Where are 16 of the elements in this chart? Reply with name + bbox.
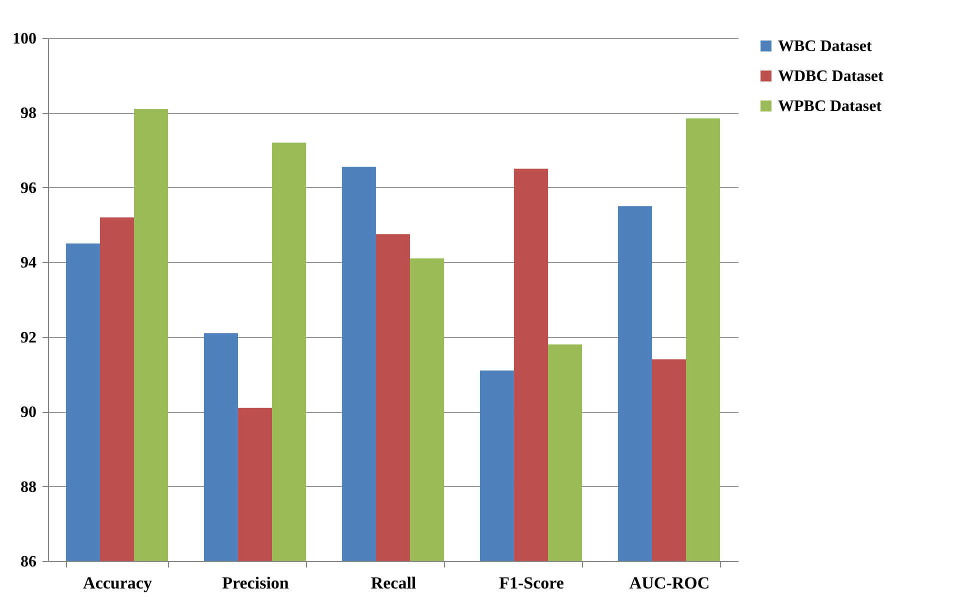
legend-label: WDBC Dataset: [778, 68, 884, 85]
x-tick-label: Recall: [370, 574, 416, 592]
legend-label: WPBC Dataset: [778, 98, 882, 115]
x-tick-label: AUC-ROC: [629, 574, 710, 592]
y-tick-label: 96: [20, 180, 36, 197]
y-tick-label: 92: [20, 329, 36, 346]
legend-label: WBC Dataset: [778, 38, 872, 55]
y-tick-label: 100: [12, 30, 36, 48]
x-tick-label: F1-Score: [499, 574, 564, 592]
y-tick-label: 90: [20, 404, 36, 422]
x-tick-label: Precision: [222, 574, 290, 592]
y-tick-label: 98: [20, 105, 36, 122]
y-tick-label: 86: [20, 554, 36, 570]
y-tick-label: 88: [20, 478, 36, 496]
x-tick-label: Accuracy: [83, 574, 152, 592]
y-tick-label: 94: [20, 254, 36, 272]
